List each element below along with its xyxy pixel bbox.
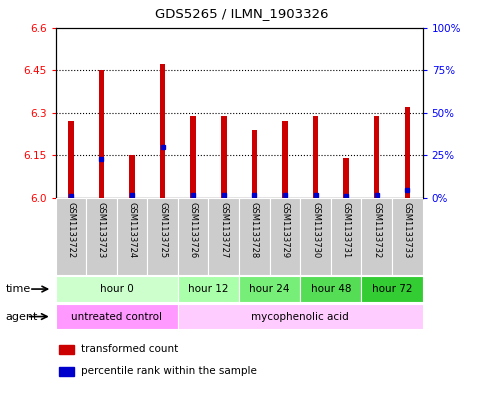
Text: GSM1133733: GSM1133733 — [403, 202, 412, 258]
Bar — [331, 198, 361, 275]
Text: hour 48: hour 48 — [311, 284, 351, 294]
Bar — [270, 198, 300, 275]
Bar — [160, 64, 165, 198]
Bar — [59, 367, 74, 376]
Bar — [99, 70, 104, 198]
Bar — [209, 198, 239, 275]
Bar — [178, 304, 423, 329]
Bar — [117, 198, 147, 275]
Bar — [405, 107, 410, 198]
Bar — [239, 198, 270, 275]
Bar — [129, 155, 135, 198]
Bar — [300, 198, 331, 275]
Bar — [252, 130, 257, 198]
Text: GSM1133732: GSM1133732 — [372, 202, 381, 258]
Text: GSM1133723: GSM1133723 — [97, 202, 106, 258]
Text: time: time — [6, 284, 31, 294]
Text: GSM1133727: GSM1133727 — [219, 202, 228, 258]
Bar — [59, 345, 74, 354]
Bar — [147, 198, 178, 275]
Bar — [392, 198, 423, 275]
Bar — [343, 158, 349, 198]
Text: hour 0: hour 0 — [100, 284, 134, 294]
Bar — [221, 116, 227, 198]
Text: hour 12: hour 12 — [188, 284, 229, 294]
Text: GSM1133726: GSM1133726 — [189, 202, 198, 258]
Text: transformed count: transformed count — [81, 344, 179, 354]
Bar — [68, 121, 73, 198]
Text: mycophenolic acid: mycophenolic acid — [251, 312, 349, 321]
Text: hour 72: hour 72 — [372, 284, 412, 294]
Bar — [178, 276, 239, 302]
Bar — [190, 116, 196, 198]
Bar — [361, 198, 392, 275]
Text: percentile rank within the sample: percentile rank within the sample — [81, 366, 257, 376]
Bar — [313, 116, 318, 198]
Bar — [86, 198, 117, 275]
Bar — [282, 121, 288, 198]
Text: GSM1133724: GSM1133724 — [128, 202, 137, 258]
Bar — [56, 198, 86, 275]
Text: agent: agent — [6, 312, 38, 321]
Text: GSM1133722: GSM1133722 — [66, 202, 75, 258]
Text: hour 24: hour 24 — [249, 284, 290, 294]
Text: GDS5265 / ILMN_1903326: GDS5265 / ILMN_1903326 — [155, 7, 328, 20]
Text: GSM1133728: GSM1133728 — [250, 202, 259, 258]
Text: GSM1133729: GSM1133729 — [281, 202, 289, 258]
Bar — [56, 304, 178, 329]
Bar — [361, 276, 423, 302]
Bar — [374, 116, 380, 198]
Bar — [239, 276, 300, 302]
Text: untreated control: untreated control — [71, 312, 162, 321]
Text: GSM1133730: GSM1133730 — [311, 202, 320, 258]
Bar — [300, 276, 361, 302]
Bar — [56, 276, 178, 302]
Text: GSM1133725: GSM1133725 — [158, 202, 167, 258]
Text: GSM1133731: GSM1133731 — [341, 202, 351, 258]
Bar — [178, 198, 209, 275]
